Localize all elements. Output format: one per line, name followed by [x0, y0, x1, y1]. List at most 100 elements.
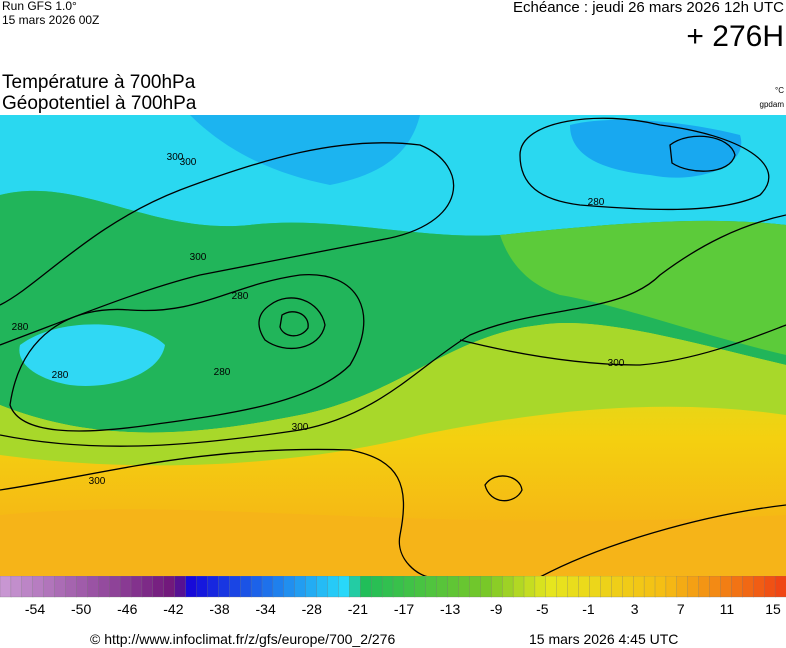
geopotential-contours: [0, 117, 786, 577]
warm-region: [0, 509, 786, 577]
title-temperature: Température à 700hPa: [2, 72, 196, 93]
colorbar-swatch: [98, 576, 110, 598]
colorbar-swatch: [185, 576, 198, 598]
run-date: 15 mars 2026 00Z: [2, 13, 100, 27]
colorbar-swatch: [316, 576, 329, 598]
valid-time: Echéance : jeudi 26 mars 2026 12h UTC: [513, 0, 784, 16]
colorbar-label: -42: [163, 601, 183, 617]
colorbar-swatch: [272, 576, 285, 598]
colorbar-swatch: [65, 576, 78, 598]
colorbar-swatch: [207, 576, 219, 598]
contour: [0, 214, 786, 447]
cold-pool-west: [19, 324, 165, 386]
colorbar-swatch: [43, 576, 56, 598]
colorbar-swatch: [130, 576, 143, 598]
run-label: Run GFS 1.0°: [2, 0, 77, 13]
contour: [459, 324, 786, 366]
colorbar-swatch: [698, 576, 711, 598]
colorbar-swatch: [349, 576, 361, 598]
colorbar-swatch: [371, 576, 383, 598]
colorbar-swatch: [196, 576, 209, 598]
colorbar-swatch: [436, 576, 449, 598]
footer-generated: 15 mars 2026 4:45 UTC: [529, 631, 679, 647]
colorbar-swatch: [578, 576, 591, 598]
footer-url[interactable]: © http://www.infoclimat.fr/z/gfs/europe/…: [90, 631, 396, 647]
colorbar-swatch: [545, 576, 558, 598]
colorbar-swatch: [720, 576, 733, 598]
contour-label: 300: [292, 422, 309, 433]
colorbar-label: -46: [117, 601, 137, 617]
colorbar-swatch: [556, 576, 569, 598]
colorbar-swatch: [21, 576, 34, 598]
colorbar-label: -17: [394, 601, 414, 617]
colorbar-swatch: [0, 576, 12, 598]
colorbar-swatch: [261, 576, 274, 598]
contour-label: 280: [12, 322, 29, 333]
contour: [519, 117, 770, 211]
colorbar-swatch: [567, 576, 580, 598]
contour-label: 300: [608, 358, 625, 369]
contour: [9, 274, 365, 432]
colorbar-swatch: [512, 576, 525, 598]
colorbar-label: -21: [348, 601, 368, 617]
colorbar: -54 -50 -46 -42 -38 -34 -28 -21 -17 -13 -9 -5 -1 3 7 11…: [0, 576, 786, 617]
colorbar-swatch: [305, 576, 318, 598]
colorbar-swatch: [250, 576, 263, 598]
colorbar-swatch: [654, 576, 667, 598]
contour-label: 300: [180, 157, 197, 168]
colorbar-swatch: [469, 576, 481, 598]
colorbar-swatch: [480, 576, 492, 598]
contour-label: 300: [167, 152, 184, 163]
colorbar-swatch: [611, 576, 623, 598]
colorbar-swatch: [687, 576, 700, 598]
colorbar-swatch: [174, 576, 187, 598]
colorbar-swatch: [10, 576, 23, 598]
colorbar-label: 15: [765, 601, 781, 617]
contour: [484, 475, 523, 502]
colorbar-label: -54: [25, 601, 45, 617]
colorbar-swatch: [764, 576, 776, 598]
colorbar-swatch: [622, 576, 634, 598]
contour: [0, 142, 455, 346]
colorbar-label: -5: [536, 601, 549, 617]
colorbar-swatch: [283, 576, 296, 598]
colorbar-swatch: [731, 576, 743, 598]
colorbar-label: 3: [631, 601, 639, 617]
colorbar-swatch: [381, 576, 394, 598]
temperature-unit: °C: [775, 86, 784, 95]
colorbar-swatch: [753, 576, 765, 598]
colorbar-swatch: [141, 576, 154, 598]
cold-pool-north: [190, 115, 420, 185]
colorbar-swatch: [676, 576, 689, 598]
colorbar-swatch: [327, 576, 340, 598]
lead-time: + 276H: [686, 20, 784, 53]
colorbar-swatch: [403, 576, 416, 598]
colorbar-swatch: [447, 576, 460, 598]
contour-label: 280: [52, 370, 69, 381]
colorbar-swatch: [414, 576, 427, 598]
contour: [0, 448, 431, 577]
contour-label: 280: [588, 197, 605, 208]
colorbar-swatch: [425, 576, 438, 598]
colorbar-swatch: [32, 576, 45, 598]
contour-label: 280: [214, 367, 231, 378]
colorbar-swatch: [534, 576, 547, 598]
colorbar-swatch: [119, 576, 132, 598]
colorbar-swatch: [491, 576, 503, 598]
contour-label: 280: [232, 291, 249, 302]
colorbar-swatch: [218, 576, 230, 598]
colorbar-label: -13: [440, 601, 460, 617]
colorbar-swatch: [240, 576, 252, 598]
colorbar-label: -1: [582, 601, 595, 617]
colorbar-swatch: [589, 576, 602, 598]
colorbar-label: 7: [677, 601, 685, 617]
colorbar-swatch: [392, 576, 405, 598]
colorbar-swatch: [152, 576, 165, 598]
colorbar-swatch: [54, 576, 67, 598]
colorbar-label: -50: [71, 601, 91, 617]
colorbar-swatch: [338, 576, 350, 598]
colorbar-swatch: [229, 576, 241, 598]
colorbar-swatch: [458, 576, 471, 598]
